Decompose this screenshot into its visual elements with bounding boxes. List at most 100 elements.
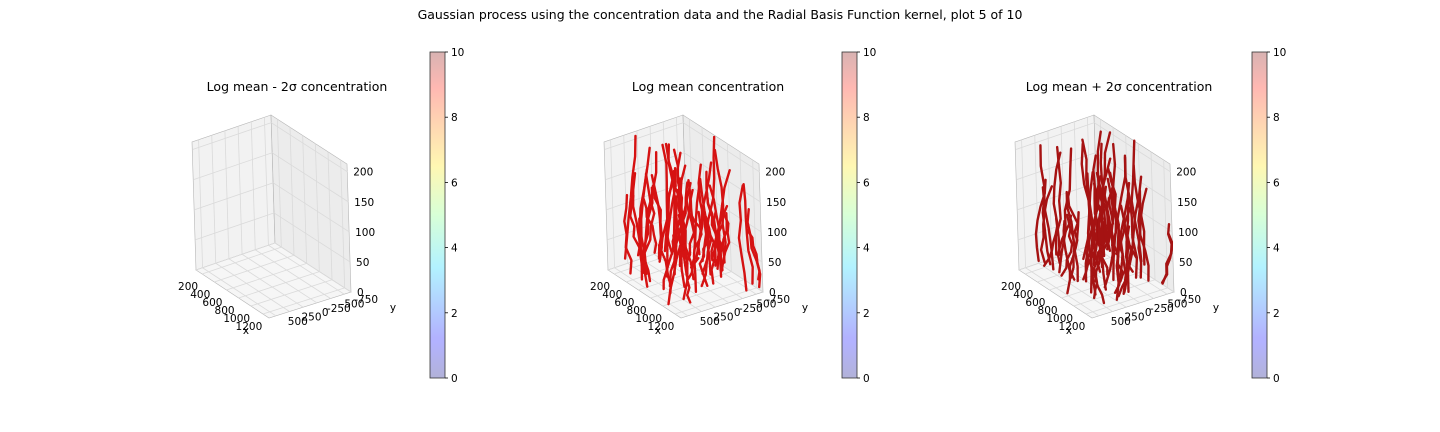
point-streak (1054, 145, 1062, 256)
colorbar-tick-label: 2 (863, 308, 870, 320)
colorbar-tick-label: 0 (863, 373, 870, 385)
point-streak (697, 163, 712, 276)
y-tick-label: -750 (354, 294, 378, 306)
point-streak (1107, 167, 1118, 247)
z-tick-label: 50 (768, 257, 781, 269)
x-tick-label: 200 (1001, 281, 1021, 293)
x-tick-label: 1200 (236, 321, 263, 333)
point-streak (668, 195, 678, 288)
x-tick-label: 800 (1038, 305, 1058, 317)
y-axis-label: y (802, 302, 808, 314)
point-streak (689, 212, 703, 256)
x-tick-label: 1000 (1046, 313, 1073, 325)
colorbar-tick-label: 2 (1273, 308, 1280, 320)
x-tick-label: 600 (1025, 297, 1045, 309)
point-streak (642, 197, 658, 254)
colorbar-tick-label: 6 (863, 177, 870, 189)
scatter-points (623, 134, 762, 306)
point-streak (1058, 147, 1073, 274)
x-axis-label: x (1066, 325, 1072, 337)
point-streak (1113, 244, 1124, 294)
point-streak (712, 204, 729, 264)
colorbar-tick-label: 10 (863, 47, 876, 59)
y-tick-label: -250 (1150, 303, 1174, 315)
x-tick-label: 400 (602, 289, 622, 301)
y-tick-label: 250 (301, 312, 321, 324)
point-streak (708, 184, 724, 272)
x-tick-label: 800 (215, 305, 235, 317)
colorbar-gradient (430, 52, 445, 378)
point-streak (1066, 210, 1080, 295)
y-tick-label: 0 (734, 307, 741, 319)
point-streak (628, 194, 644, 259)
colorbar-tick-label: 10 (451, 47, 464, 59)
point-streak (1132, 164, 1146, 266)
x-tick-label: 1200 (1059, 321, 1086, 333)
x-tick-label: 200 (178, 281, 198, 293)
point-streak (1161, 232, 1174, 284)
x-tick-label: 600 (202, 297, 222, 309)
z-tick-label: 0 (769, 287, 776, 299)
z-tick-label: 0 (1180, 287, 1187, 299)
colorbar-tick-label: 4 (863, 243, 870, 255)
y-tick-label: 500 (700, 316, 720, 328)
colorbar-tick-label: 0 (1273, 373, 1280, 385)
point-streak (678, 178, 692, 268)
point-streak (643, 172, 656, 255)
point-streak (1137, 187, 1148, 279)
point-streak (1041, 186, 1052, 266)
colorbar-frame (429, 51, 446, 379)
y-axis-label: y (390, 302, 396, 314)
colorbar-gradient (1252, 52, 1267, 378)
z-tick-label: 100 (767, 227, 787, 239)
z-tick-label: 150 (1177, 197, 1197, 209)
figure-suptitle: Gaussian process using the concentration… (418, 7, 1023, 22)
y-tick-label: -500 (1164, 299, 1188, 311)
point-streak (623, 193, 633, 275)
z-tick-label: 100 (1178, 227, 1198, 239)
point-streak (713, 148, 727, 263)
point-streak (720, 212, 731, 273)
y-tick-label: -250 (327, 303, 351, 315)
z-tick-label: 200 (1176, 167, 1196, 179)
x-tick-label: 1200 (648, 321, 675, 333)
y-tick-label: 500 (288, 316, 308, 328)
point-streak (1052, 151, 1062, 256)
colorbar-tick-label: 6 (1273, 177, 1280, 189)
colorbar-tick-label: 8 (451, 112, 458, 124)
point-streak (1060, 227, 1074, 277)
x-tick-label: 800 (627, 305, 647, 317)
colorbar-tick-label: 2 (451, 308, 458, 320)
point-streak (659, 143, 669, 258)
y-tick-label: 250 (1124, 312, 1144, 324)
z-tick-label: 100 (355, 227, 375, 239)
point-streak (671, 210, 685, 258)
z-tick-label: 0 (357, 287, 364, 299)
point-streak (1080, 142, 1096, 267)
subplot-title: Log mean concentration (632, 79, 784, 94)
point-streak (746, 208, 762, 289)
y-tick-label: 500 (1111, 316, 1131, 328)
y-tick-label: 250 (713, 312, 733, 324)
y-tick-label: -250 (739, 303, 763, 315)
point-streak (1100, 142, 1117, 269)
point-streak (650, 173, 663, 263)
pane-left-wall (191, 114, 276, 271)
subplot-title: Log mean - 2σ concentration (207, 79, 388, 94)
z-tick-label: 50 (356, 257, 369, 269)
x-tick-label: 1000 (223, 313, 250, 325)
point-streak (667, 213, 684, 306)
point-streak (675, 188, 689, 301)
point-streak (742, 182, 754, 285)
subplot-title: Log mean + 2σ concentration (1026, 79, 1213, 94)
y-axis-label: y (1213, 302, 1219, 314)
z-tick-label: 200 (353, 167, 373, 179)
grid-lines (192, 117, 352, 317)
colorbar-gradient (842, 52, 857, 378)
z-tick-label: 150 (766, 197, 786, 209)
colorbar: 0 2 4 6 8 10 (429, 47, 464, 385)
y-tick-label: -500 (341, 299, 365, 311)
